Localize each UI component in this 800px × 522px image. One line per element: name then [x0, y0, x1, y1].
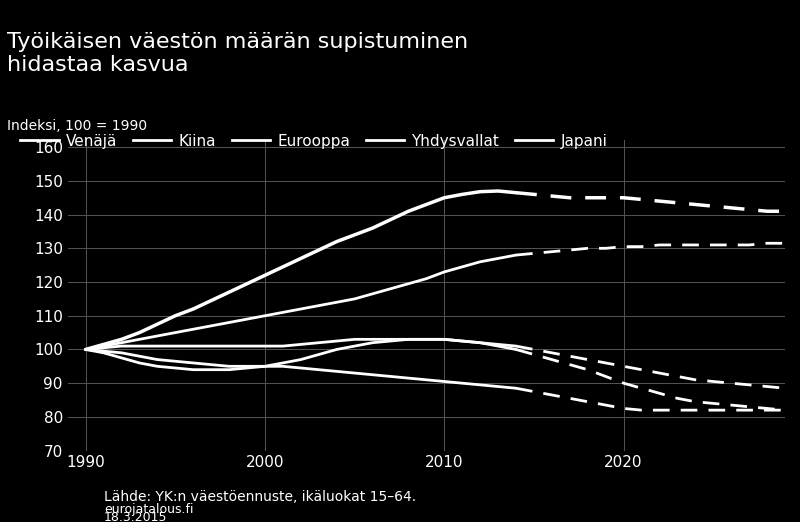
- Text: Työikäisen väestön määrän supistuminen
hidastaa kasvua: Työikäisen väestön määrän supistuminen h…: [6, 31, 468, 75]
- Text: eurojatalous.fi: eurojatalous.fi: [104, 503, 194, 516]
- Text: Indeksi, 100 = 1990: Indeksi, 100 = 1990: [6, 118, 147, 133]
- Text: 18.3.2015: 18.3.2015: [104, 511, 167, 522]
- Text: Lähde: YK:n väestöennuste, ikäluokat 15–64.: Lähde: YK:n väestöennuste, ikäluokat 15–…: [104, 490, 416, 504]
- Legend: Venäjä, Kiina, Eurooppa, Yhdysvallat, Japani: Venäjä, Kiina, Eurooppa, Yhdysvallat, Ja…: [14, 128, 614, 155]
